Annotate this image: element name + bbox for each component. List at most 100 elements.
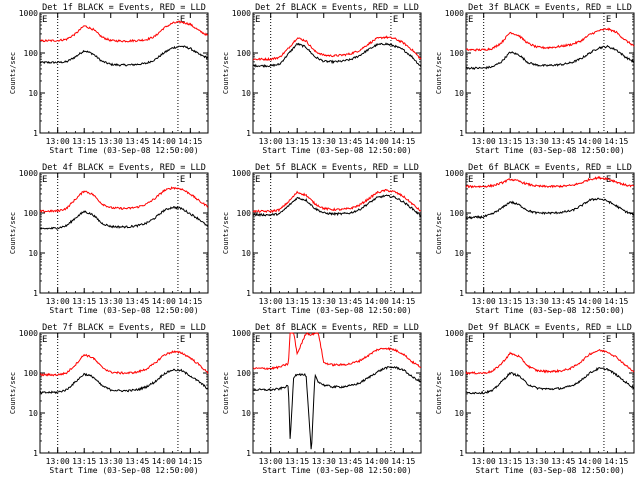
- x-axis-label: Start Time (03-Sep-08 12:50:00): [475, 306, 624, 315]
- y-tick-label: 100: [237, 209, 252, 218]
- y-tick-label: 1000: [19, 329, 38, 338]
- lld-series-line: [39, 186, 209, 213]
- x-tick-label: 13:00: [259, 297, 283, 306]
- x-tick-label: 13:00: [259, 457, 283, 466]
- y-tick-label: 100: [24, 49, 39, 58]
- x-tick-label: 13:15: [285, 137, 309, 146]
- x-tick-label: 13:00: [259, 137, 283, 146]
- x-tick-label: 14:15: [391, 297, 415, 306]
- x-tick-label: 13:45: [551, 297, 575, 306]
- x-tick-label: 13:00: [472, 297, 496, 306]
- y-tick-label: 1: [246, 449, 251, 458]
- events-series-line: [252, 366, 421, 450]
- x-tick-label: 13:30: [312, 457, 336, 466]
- y-tick-label: 10: [241, 409, 251, 418]
- x-tick-label: 14:15: [178, 297, 202, 306]
- y-tick-label: 1: [246, 289, 251, 298]
- panel-title: Det 9f BLACK = Events, RED = LLD: [468, 323, 632, 333]
- x-tick-label: 13:15: [72, 457, 96, 466]
- x-tick-label: 13:00: [472, 457, 496, 466]
- lld-series-line: [465, 27, 635, 52]
- panel-det-7f: Det 7f BLACK = Events, RED = LLD 1 10 100 10…: [9, 323, 209, 475]
- y-tick-label: 1000: [445, 329, 464, 338]
- y-tick-label: 10: [241, 89, 251, 98]
- y-tick-label: 1: [33, 449, 38, 458]
- panel-det-6f: Det 6f BLACK = Events, RED = LLD 1 10 100 10…: [435, 163, 635, 315]
- x-tick-label: 13:45: [338, 297, 362, 306]
- x-tick-label: 13:00: [46, 297, 70, 306]
- events-series-line: [39, 368, 209, 395]
- marker-label-e: E: [42, 335, 47, 345]
- x-tick-label: 14:00: [578, 457, 602, 466]
- y-tick-label: 100: [237, 49, 252, 58]
- marker-label-e: E: [606, 15, 611, 25]
- y-tick-label: 1: [459, 449, 464, 458]
- plot-frame: [465, 172, 635, 294]
- plot-frame: [39, 332, 209, 454]
- y-tick-label: 100: [237, 369, 252, 378]
- events-series-line: [39, 206, 209, 230]
- panel-title: Det 2f BLACK = Events, RED = LLD: [255, 3, 419, 13]
- x-tick-label: 13:30: [525, 297, 549, 306]
- y-axis-label: Counts/sec: [435, 372, 443, 414]
- x-tick-label: 13:45: [338, 137, 362, 146]
- x-tick-label: 14:15: [178, 457, 202, 466]
- x-tick-label: 13:15: [285, 297, 309, 306]
- x-tick-label: 14:00: [152, 137, 176, 146]
- marker-label-e: E: [468, 175, 473, 185]
- y-axis-label: Counts/sec: [9, 212, 17, 254]
- lld-series-line: [465, 175, 635, 189]
- x-tick-label: 13:15: [72, 137, 96, 146]
- x-tick-label: 14:00: [578, 137, 602, 146]
- x-axis-label: Start Time (03-Sep-08 12:50:00): [475, 146, 624, 155]
- y-axis-label: Counts/sec: [222, 52, 230, 94]
- y-tick-label: 100: [24, 209, 39, 218]
- marker-label-e: E: [606, 335, 611, 345]
- x-axis-label: Start Time (03-Sep-08 12:50:00): [49, 466, 198, 475]
- x-tick-label: 13:30: [312, 297, 336, 306]
- lld-series-line: [252, 188, 421, 214]
- x-tick-label: 13:15: [498, 457, 522, 466]
- y-tick-label: 100: [450, 209, 465, 218]
- x-axis-label: Start Time (03-Sep-08 12:50:00): [262, 306, 411, 315]
- x-tick-label: 14:15: [604, 457, 628, 466]
- x-tick-label: 13:30: [312, 137, 336, 146]
- x-tick-label: 14:15: [604, 297, 628, 306]
- y-tick-label: 100: [450, 49, 465, 58]
- x-tick-label: 13:30: [525, 137, 549, 146]
- marker-label-e: E: [255, 335, 260, 345]
- panel-det-3f: Det 3f BLACK = Events, RED = LLD 1 10 100 10…: [435, 3, 635, 155]
- y-tick-label: 10: [454, 89, 464, 98]
- marker-label-e: E: [393, 175, 398, 185]
- y-axis-label: Counts/sec: [435, 212, 443, 254]
- marker-label-e: E: [42, 175, 47, 185]
- x-tick-label: 14:00: [152, 297, 176, 306]
- x-axis-label: Start Time (03-Sep-08 12:50:00): [262, 466, 411, 475]
- x-tick-label: 13:00: [46, 137, 70, 146]
- panel-det-2f: Det 2f BLACK = Events, RED = LLD 1 10 100 10…: [222, 3, 422, 155]
- events-series-line: [466, 367, 635, 395]
- x-tick-label: 14:15: [391, 457, 415, 466]
- y-tick-label: 1000: [232, 329, 251, 338]
- x-tick-label: 13:00: [472, 137, 496, 146]
- x-tick-label: 13:45: [338, 457, 362, 466]
- y-tick-label: 100: [24, 369, 39, 378]
- x-tick-label: 13:15: [72, 297, 96, 306]
- marker-label-e: E: [42, 15, 47, 25]
- x-tick-label: 13:15: [498, 137, 522, 146]
- y-tick-label: 10: [28, 409, 38, 418]
- marker-label-e: E: [255, 15, 260, 25]
- x-tick-label: 14:15: [604, 137, 628, 146]
- marker-label-e: E: [468, 335, 473, 345]
- y-tick-label: 1000: [19, 169, 38, 178]
- y-axis-label: Counts/sec: [9, 52, 17, 94]
- y-tick-label: 10: [454, 409, 464, 418]
- plot-frame: [465, 332, 635, 454]
- panel-det-5f: Det 5f BLACK = Events, RED = LLD 1 10 100 10…: [222, 163, 422, 315]
- y-axis-label: Counts/sec: [222, 372, 230, 414]
- y-tick-label: 1000: [232, 169, 251, 178]
- panel-title: Det 4f BLACK = Events, RED = LLD: [42, 163, 206, 173]
- x-tick-label: 13:15: [285, 457, 309, 466]
- y-tick-label: 10: [28, 89, 38, 98]
- x-tick-label: 13:45: [125, 137, 149, 146]
